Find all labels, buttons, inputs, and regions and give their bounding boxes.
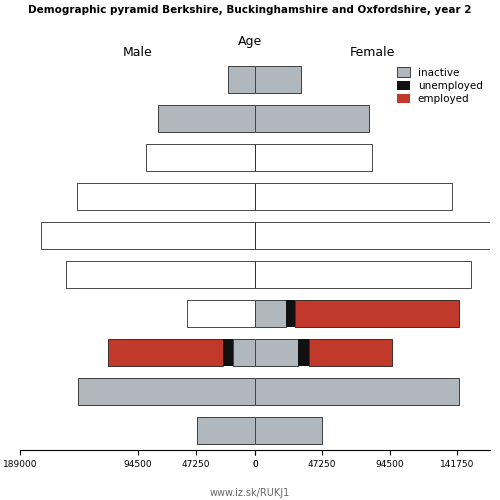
- Text: 55: 55: [255, 192, 272, 202]
- Bar: [309, 339, 392, 366]
- Bar: [228, 66, 255, 93]
- Bar: [41, 222, 255, 249]
- Title: Male: Male: [122, 46, 152, 59]
- Bar: [255, 66, 300, 93]
- Bar: [298, 339, 309, 366]
- Bar: [186, 300, 255, 327]
- Text: Demographic pyramid Berkshire, Buckinghamshire and Oxfordshire, year 2: Demographic pyramid Berkshire, Buckingha…: [28, 5, 472, 15]
- Bar: [255, 417, 322, 444]
- Bar: [255, 378, 458, 405]
- Bar: [255, 222, 494, 249]
- Text: 65: 65: [255, 152, 272, 162]
- Bar: [158, 105, 255, 132]
- Bar: [146, 144, 255, 171]
- Bar: [255, 105, 369, 132]
- Bar: [255, 183, 452, 210]
- Bar: [255, 339, 298, 366]
- Text: www.iz.sk/RUKJ1: www.iz.sk/RUKJ1: [210, 488, 290, 498]
- Bar: [255, 300, 286, 327]
- Legend: inactive, unemployed, employed: inactive, unemployed, employed: [395, 65, 485, 106]
- Bar: [108, 339, 222, 366]
- Bar: [286, 300, 295, 327]
- Text: 35: 35: [255, 270, 272, 280]
- Text: 25: 25: [255, 308, 272, 318]
- Text: 0: 0: [255, 426, 265, 436]
- Text: 15: 15: [255, 348, 272, 358]
- Bar: [196, 417, 255, 444]
- Title: Female: Female: [350, 46, 395, 59]
- Bar: [232, 339, 255, 366]
- Text: 85: 85: [255, 74, 272, 85]
- Bar: [78, 378, 255, 405]
- Text: 75: 75: [255, 114, 272, 124]
- Text: 5: 5: [255, 386, 265, 396]
- Bar: [255, 144, 372, 171]
- Text: Age: Age: [238, 34, 262, 48]
- Bar: [66, 261, 255, 288]
- Bar: [77, 183, 255, 210]
- Bar: [222, 339, 232, 366]
- Bar: [255, 261, 472, 288]
- Bar: [295, 300, 458, 327]
- Text: 45: 45: [255, 230, 272, 240]
